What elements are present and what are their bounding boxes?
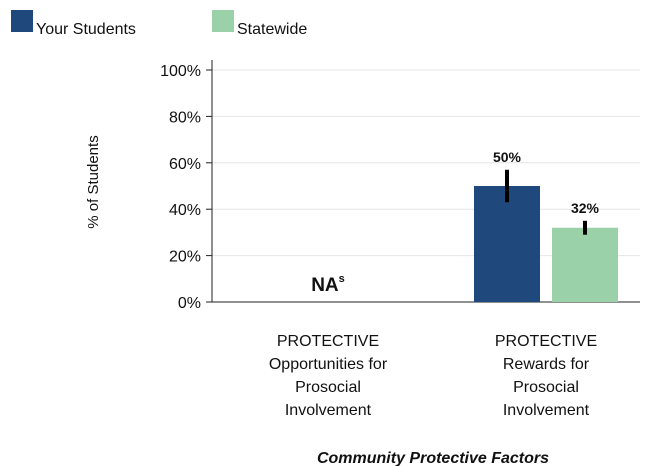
y-tick-label-3: 60%: [169, 156, 201, 173]
x-category-label-1-line-2: Prosocial: [513, 379, 579, 396]
x-category-label-1-line-0: PROTECTIVE: [495, 333, 597, 350]
y-tick-label-2: 40%: [169, 202, 201, 219]
y-tick-label-1: 20%: [169, 249, 201, 266]
x-axis-label: Community Protective Factors: [317, 450, 549, 466]
x-category-label-1-line-3: Involvement: [503, 402, 590, 419]
x-axis-categories: PROTECTIVE Opportunities for Prosocial Invo…: [269, 333, 597, 419]
y-tick-label-0: 0%: [178, 295, 201, 312]
bar-value-label-s1-c1: 32%: [571, 200, 600, 216]
legend-swatch-1: [212, 10, 234, 32]
legend: Your Students Statewide: [11, 10, 307, 38]
bars: 50% 32% NAs: [311, 149, 618, 302]
y-tick-label-5: 100%: [160, 63, 201, 80]
x-category-label-1-line-1: Rewards for: [503, 356, 590, 373]
x-category-label-0-line-1: Opportunities for: [269, 356, 388, 373]
bar-value-label-s0-c1: 50%: [493, 149, 522, 165]
x-category-label-0-line-2: Prosocial: [295, 379, 361, 396]
x-category-label-0-line-3: Involvement: [285, 402, 372, 419]
legend-label-0: Your Students: [36, 21, 136, 38]
bar-s1-c1: [552, 227, 618, 302]
legend-label-1: Statewide: [237, 21, 307, 38]
y-axis-label: % of Students: [85, 135, 102, 228]
na-superscript: s: [339, 273, 345, 285]
na-annotation-0: NAs: [311, 273, 345, 296]
x-category-label-0-line-0: PROTECTIVE: [277, 333, 379, 350]
bar-s0-c1: [474, 186, 540, 302]
legend-swatch-0: [11, 10, 33, 32]
y-tick-label-4: 80%: [169, 109, 201, 126]
